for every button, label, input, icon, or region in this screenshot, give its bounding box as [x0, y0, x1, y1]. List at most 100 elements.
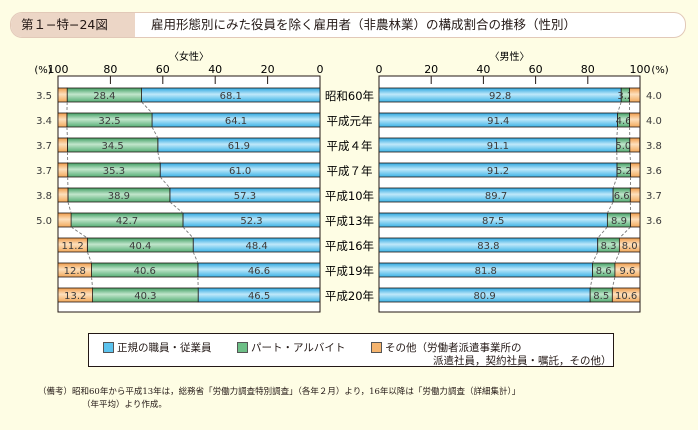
category-label: 平成20年	[325, 289, 374, 303]
legend-item-other: その他（労働者派遣事業所の	[371, 340, 522, 355]
bar-other	[57, 87, 68, 103]
tick-label: 80	[103, 63, 117, 76]
data-label-other: 11.2	[62, 241, 84, 252]
connector-line	[619, 226, 631, 239]
connector-line	[617, 101, 622, 114]
tick-label: 20	[261, 63, 275, 76]
category-label: 平成16年	[325, 239, 374, 253]
data-label-other-outside: 3.5	[36, 91, 52, 102]
bar-other	[57, 112, 68, 128]
connector-line	[70, 226, 88, 239]
tick-label: 100	[630, 63, 651, 76]
bar-other	[629, 87, 641, 103]
data-label-part_time: 42.7	[116, 216, 138, 227]
connector-line	[91, 276, 94, 289]
connector-line	[86, 251, 92, 264]
data-label-other: 8.0	[622, 241, 638, 252]
data-label-regular: 46.6	[248, 266, 270, 277]
tick-label: 100	[48, 63, 69, 76]
connector-line	[192, 251, 199, 264]
data-label-regular: 61.0	[229, 166, 251, 177]
connector-line	[157, 151, 161, 164]
data-label-regular: 91.2	[487, 166, 509, 177]
legend-swatch-part-time	[237, 342, 248, 353]
bar-other	[629, 137, 641, 153]
data-label-other-outside: 3.7	[36, 166, 52, 177]
bar-other	[629, 187, 641, 203]
data-label-regular: 91.1	[487, 141, 509, 152]
male-panel: 〈男性〉 0 20 40 60 80 100 (%) 92.8 3.2 4.0 91.4 4.6 4.0 9…	[376, 50, 669, 313]
bar-other	[57, 212, 72, 228]
connector-line	[597, 226, 608, 239]
data-label-other-outside: 3.8	[646, 141, 662, 152]
legend-label: その他（労働者派遣事業所の	[385, 342, 522, 354]
data-label-regular: 61.9	[228, 141, 250, 152]
legend-item-part-time: パート・アルバイト	[237, 340, 345, 355]
data-label-regular: 81.8	[475, 266, 497, 277]
data-label-part_time: 5.0	[615, 141, 631, 152]
tick-label: 20	[424, 63, 438, 76]
legend-label: 正規の職員・従業員	[117, 342, 212, 354]
connector-line	[151, 126, 159, 139]
tick-label: 60	[156, 63, 170, 76]
category-label: 平成７年	[327, 164, 373, 178]
connector-line	[182, 226, 194, 239]
data-label-other: 12.8	[64, 266, 86, 277]
data-label-regular: 83.8	[477, 241, 499, 252]
bar-other	[611, 287, 641, 303]
source-note: （備考）昭和60年から平成13年は，総務省「労働力調査特別調査」（各年２月）より…	[38, 386, 520, 412]
axis-unit: (%)	[651, 65, 668, 76]
data-label-part_time: 40.4	[129, 241, 151, 252]
tick-label: 0	[376, 63, 383, 76]
connector-line	[606, 201, 614, 214]
bar-other	[57, 137, 68, 153]
connector-line	[169, 201, 184, 214]
bar-other	[629, 112, 641, 128]
note-line-2: （年平均）より作成。	[82, 400, 167, 410]
category-label: 昭和60年	[325, 89, 374, 103]
connector-line	[141, 101, 153, 114]
bar-other	[57, 162, 69, 178]
bar-other	[57, 287, 93, 303]
data-label-regular: 52.3	[240, 216, 262, 227]
data-label-part_time: 3.2	[617, 91, 633, 102]
data-label-part_time: 8.6	[596, 266, 612, 277]
data-label-part_time: 5.2	[616, 166, 632, 177]
connector-line	[589, 276, 593, 289]
data-label-regular: 87.5	[482, 216, 504, 227]
legend: 正規の職員・従業員 パート・アルバイト その他（労働者派遣事業所の 派遣社員，契…	[88, 333, 614, 367]
data-label-part_time: 4.6	[616, 116, 632, 127]
legend-label-continued: 派遣社員，契約社員・嘱託，その他）	[433, 355, 612, 367]
connector-line	[611, 276, 616, 289]
connector-line	[67, 201, 72, 214]
legend-item-regular: 正規の職員・従業員	[103, 340, 212, 355]
data-label-part_time: 40.3	[134, 291, 156, 302]
connector-line	[612, 176, 618, 189]
figure-title: 雇用形態別にみた役員を除く雇用者（非農林業）の構成割合の推移（性別）	[151, 17, 577, 32]
tick-label: 0	[317, 63, 324, 76]
data-label-other-outside: 4.0	[646, 91, 662, 102]
legend-label: パート・アルバイト	[251, 342, 346, 354]
category-label: 平成13年	[325, 214, 374, 228]
data-label-part_time: 8.5	[593, 291, 609, 302]
data-label-other-outside: 3.4	[36, 116, 52, 127]
connector-line	[159, 176, 171, 189]
bar-other	[630, 162, 641, 178]
data-label-other-outside: 3.8	[36, 191, 52, 202]
data-label-other-outside: 3.7	[36, 141, 52, 152]
connector-line	[629, 151, 632, 164]
data-label-regular: 48.4	[245, 241, 267, 252]
data-label-part_time: 38.9	[108, 191, 130, 202]
bar-other	[57, 262, 92, 278]
bar-other	[630, 212, 641, 228]
data-label-regular: 46.5	[248, 291, 270, 302]
data-label-regular: 92.8	[489, 91, 511, 102]
category-label: 平成４年	[327, 139, 373, 153]
bar-other	[57, 187, 69, 203]
data-label-other: 13.2	[64, 291, 86, 302]
data-label-part_time: 40.6	[134, 266, 156, 277]
connector-line	[614, 251, 620, 264]
legend-swatch-other	[371, 342, 382, 353]
bar-other	[57, 237, 88, 253]
tick-label: 40	[476, 63, 490, 76]
